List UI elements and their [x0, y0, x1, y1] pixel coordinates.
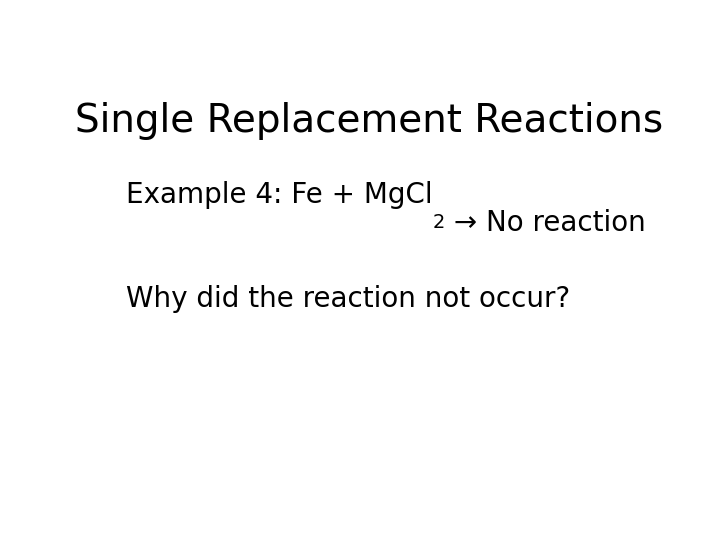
Text: Single Replacement Reactions: Single Replacement Reactions — [75, 102, 663, 140]
Text: Example 4: Fe + MgCl: Example 4: Fe + MgCl — [126, 181, 433, 209]
Text: Why did the reaction not occur?: Why did the reaction not occur? — [126, 285, 570, 313]
Text: → No reaction: → No reaction — [445, 209, 646, 237]
Text: 2: 2 — [433, 213, 445, 232]
